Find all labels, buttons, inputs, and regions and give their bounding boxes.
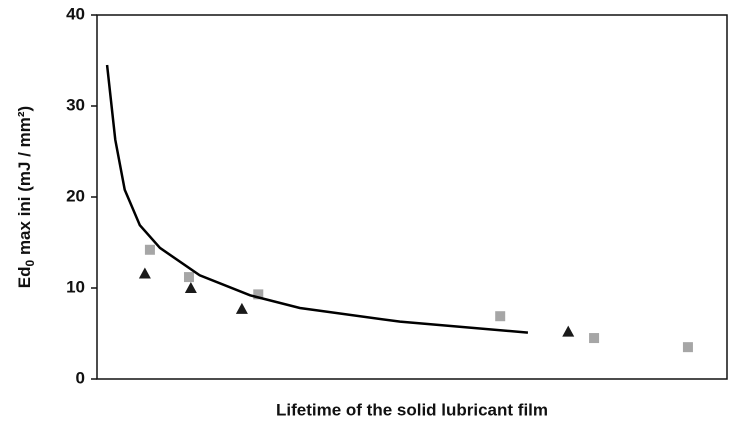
square-marker: [682, 342, 693, 353]
triangle-marker: [138, 267, 151, 279]
y-tick-label: 10: [66, 277, 85, 296]
triangle-marker: [562, 325, 575, 337]
y-tick-label: 40: [66, 4, 85, 23]
triangle-marker: [184, 282, 197, 293]
y-label-part: Ed: [15, 266, 34, 288]
triangle-marker: [235, 302, 248, 314]
square-marker: [144, 244, 155, 255]
plot-frame: [96, 14, 728, 380]
y-axis-label: Ed0 max ini (mJ / mm²): [15, 106, 37, 288]
square-marker: [495, 311, 506, 322]
y-tick-label: 20: [66, 186, 85, 205]
y-tick-label: 30: [66, 95, 85, 114]
square-marker: [183, 272, 194, 283]
y-tick-label: 0: [76, 368, 85, 387]
y-label-part: max ini (mJ / mm²): [15, 106, 34, 260]
fit-curve: [105, 64, 529, 334]
x-axis-label: Lifetime of the solid lubricant film: [276, 400, 548, 419]
square-marker: [253, 289, 264, 300]
y-label-subscript: 0: [23, 259, 37, 266]
square-marker: [589, 333, 600, 344]
